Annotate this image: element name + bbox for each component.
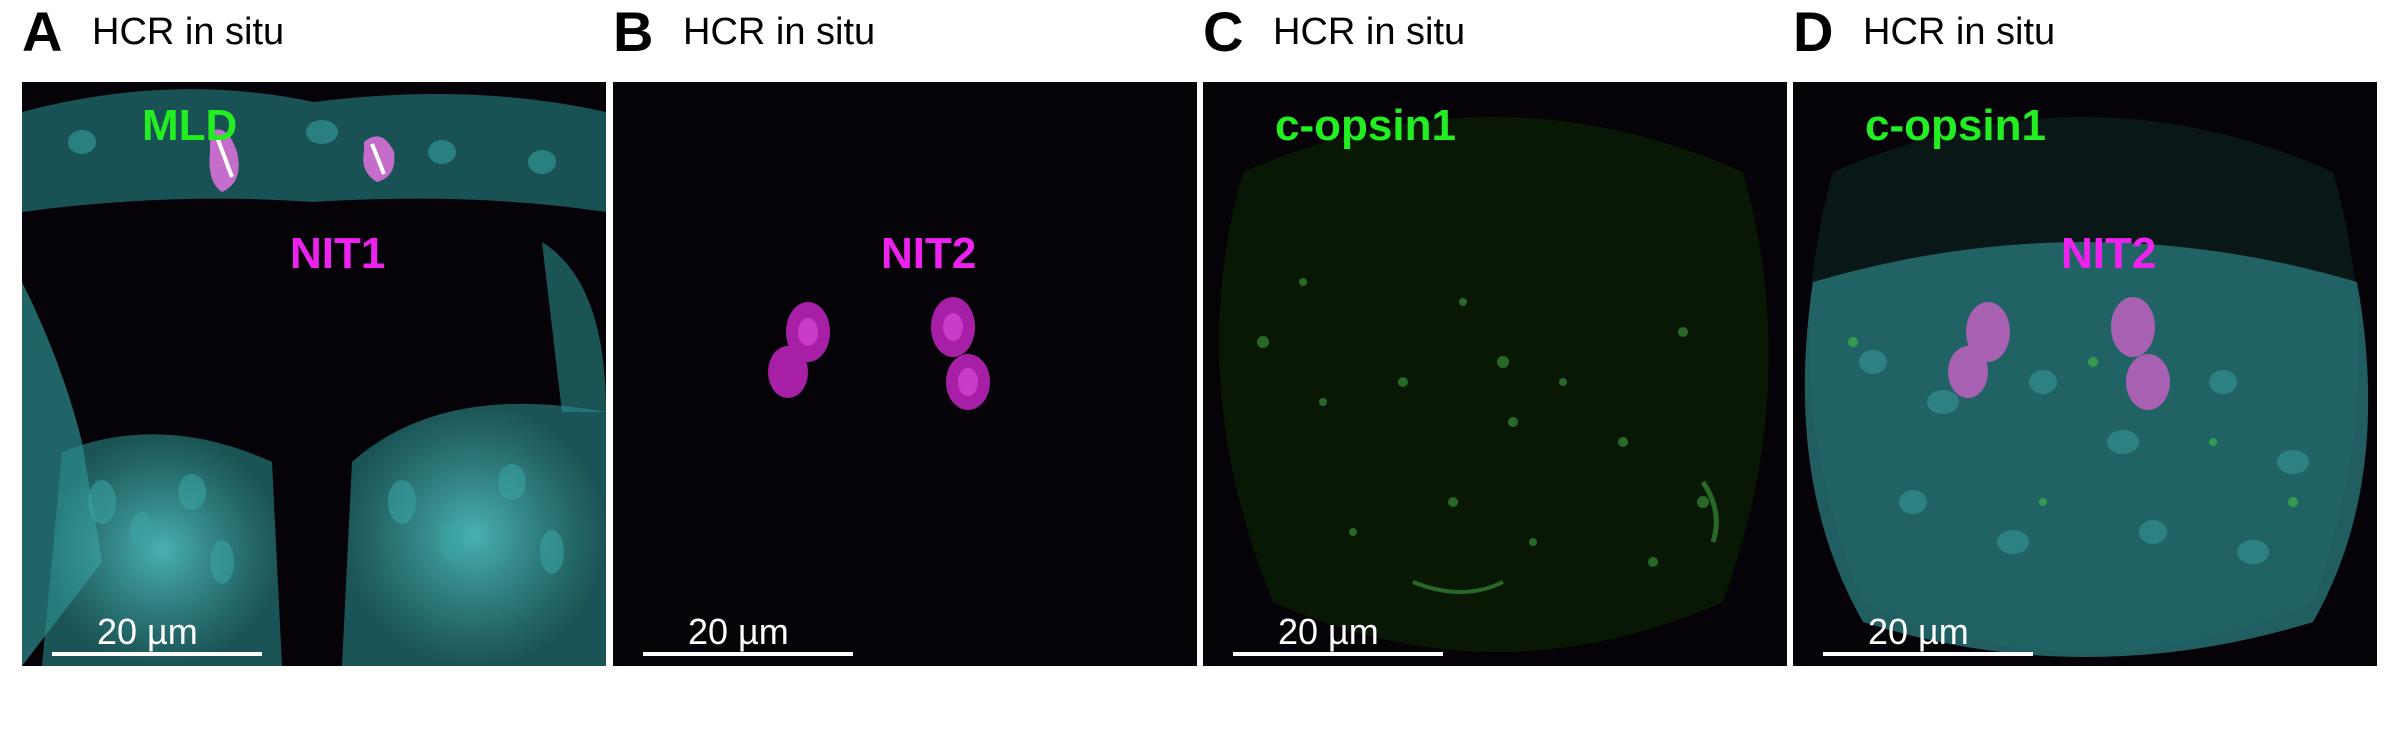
scale-bar	[643, 652, 853, 656]
panel-a: A HCR in situ	[22, 0, 612, 680]
panel-c: C HCR in situ c-opsin1 20 µm	[1203, 0, 1793, 680]
panel-title: HCR in situ	[683, 11, 876, 53]
panel-title: HCR in situ	[1863, 11, 2056, 53]
label-nit2: NIT2	[881, 229, 977, 278]
label-c-opsin1: c-opsin1	[1275, 101, 1456, 150]
image-c-graphic	[1219, 117, 1769, 652]
label-nit1: NIT1	[290, 229, 386, 278]
image-b-graphic	[768, 297, 990, 410]
panel-letter: D	[1793, 0, 1834, 63]
panel-letter: B	[613, 0, 654, 63]
microscopy-image-d: c-opsin1 NIT2 20 µm	[1793, 82, 2377, 666]
panel-letter: C	[1203, 0, 1244, 63]
scale-bar	[1233, 652, 1443, 656]
panel-d: D HCR in situ c-opsin1 NIT2 20 µm	[1793, 0, 2383, 680]
scale-bar	[52, 652, 262, 656]
scale-bar-text: 20 µm	[1278, 611, 1379, 652]
label-mld: MLD	[142, 101, 238, 150]
microscopy-image-a: MLD NIT1 20 µm	[22, 82, 606, 666]
microscopy-image-c: c-opsin1 20 µm	[1203, 82, 1787, 666]
label-nit2: NIT2	[2061, 229, 2157, 278]
image-a-graphic	[22, 89, 606, 666]
scale-bar-text: 20 µm	[97, 611, 198, 652]
panel-letter: A	[22, 0, 63, 63]
image-d-graphic	[1804, 117, 2369, 657]
label-c-opsin1: c-opsin1	[1865, 101, 2046, 150]
scale-bar	[1823, 652, 2033, 656]
scale-bar-text: 20 µm	[1868, 611, 1969, 652]
scale-bar-text: 20 µm	[688, 611, 789, 652]
panel-b: B HCR in situ NIT2 20 µm	[613, 0, 1203, 680]
panel-title: HCR in situ	[1273, 11, 1466, 53]
panel-title: HCR in situ	[92, 11, 285, 53]
microscopy-image-b: NIT2 20 µm	[613, 82, 1197, 666]
